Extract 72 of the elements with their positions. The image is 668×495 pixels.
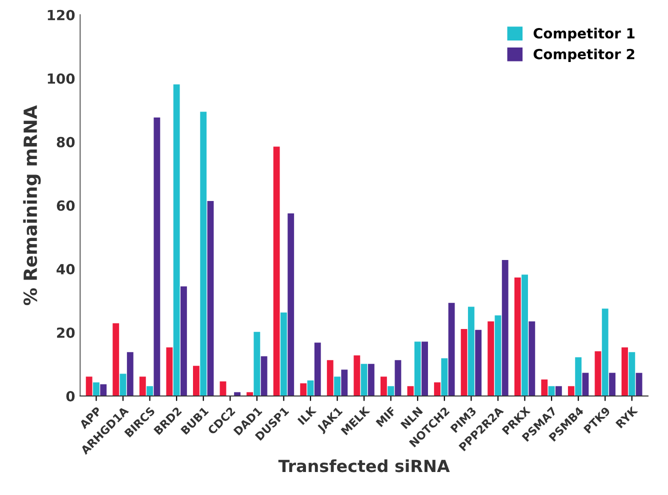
bar [146, 386, 154, 396]
bar [314, 342, 321, 396]
bar [475, 330, 482, 396]
y-axis-title: % Remaining mRNA [23, 105, 41, 306]
bar [93, 382, 100, 396]
bar [273, 146, 280, 396]
bar [139, 376, 146, 396]
bar [575, 357, 582, 396]
bar [100, 384, 107, 396]
bar [522, 274, 528, 396]
y-tick-label: 120 [48, 10, 75, 20]
legend-label: Competitor 1 [534, 28, 635, 42]
bar [193, 366, 200, 396]
bar [502, 260, 508, 396]
bar [341, 370, 348, 396]
bar [254, 332, 260, 396]
bar [594, 351, 602, 396]
bar [422, 342, 428, 396]
bar [602, 308, 608, 396]
bar [448, 302, 455, 396]
bar [468, 306, 474, 396]
bar [173, 84, 180, 396]
bar [622, 347, 628, 396]
bar [407, 386, 414, 396]
bar [528, 321, 536, 396]
bar [360, 364, 368, 396]
bar [280, 312, 287, 396]
bar [334, 376, 340, 396]
y-tick-label: 0 [66, 390, 75, 402]
bar [380, 376, 387, 396]
bar [120, 374, 126, 396]
bar [460, 328, 468, 396]
bar [260, 356, 268, 396]
bar [180, 286, 187, 396]
bar [568, 386, 574, 396]
bar [126, 352, 134, 396]
y-tick-label: 80 [56, 136, 75, 148]
y-tick-label: 40 [56, 264, 75, 274]
bar [326, 360, 334, 396]
bar [112, 323, 120, 396]
bar [154, 117, 160, 396]
x-axis-title: Transfected siRNA [278, 459, 450, 472]
bar [368, 364, 374, 396]
bar [388, 386, 394, 396]
bar [234, 392, 240, 396]
bar [636, 372, 642, 396]
bar [86, 376, 92, 396]
bar [494, 315, 502, 396]
bar [307, 380, 314, 396]
bar [548, 386, 555, 396]
y-tick-label: 100 [48, 73, 75, 84]
bar [434, 382, 440, 396]
bar [354, 355, 360, 396]
bar [441, 358, 448, 396]
bar [300, 383, 307, 396]
bar [166, 347, 173, 396]
bar [207, 200, 214, 396]
y-tick-label: 20 [57, 327, 75, 338]
bar [541, 379, 548, 396]
bar [288, 213, 294, 396]
bar [246, 392, 253, 396]
bar [555, 386, 562, 396]
bar [609, 372, 616, 396]
bar [582, 372, 589, 396]
bar [488, 321, 494, 396]
bar [514, 278, 521, 396]
bar [414, 342, 421, 396]
bar [394, 360, 402, 396]
bar [200, 112, 207, 396]
y-tick-label: 60 [56, 200, 75, 211]
legend-label: Competitor 2 [534, 48, 634, 62]
bar [628, 352, 636, 396]
